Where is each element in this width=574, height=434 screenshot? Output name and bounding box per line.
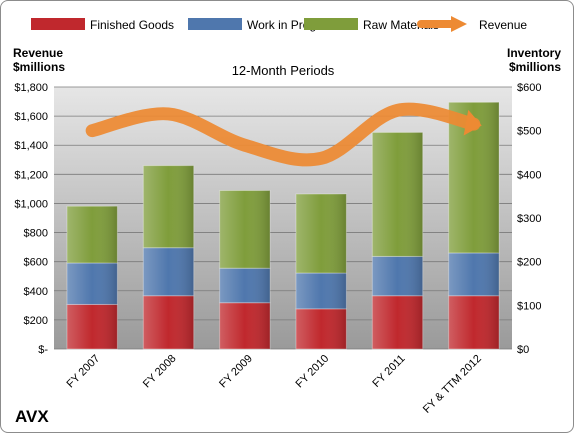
left-axis-ticks: $- $200 $400 $600 $800 $1,000 $1,200 $1,400 $1,6… <box>14 82 48 356</box>
left-tick-label: $1,200 <box>14 169 48 181</box>
right-tick-label: $600 <box>517 82 541 94</box>
legend-label-finished-goods: Finished Goods <box>90 18 174 32</box>
left-tick-label: $- <box>38 344 48 356</box>
legend-swatch-finished-goods <box>31 18 85 30</box>
right-axis-title-line1: Inventory <box>507 46 561 60</box>
bar-shading <box>448 252 500 296</box>
company-label: AVX <box>15 407 49 426</box>
revenue-line-path <box>85 102 481 167</box>
right-axis-title-line2: $millions <box>509 60 561 74</box>
bar-shading <box>219 268 271 303</box>
left-tick-label: $200 <box>24 315 48 327</box>
bar-shading <box>143 165 194 248</box>
x-tick-label: FY 2008 <box>141 353 179 391</box>
left-tick-label: $1,400 <box>14 140 48 152</box>
bar-shading <box>143 247 194 296</box>
bar-shading <box>66 304 118 349</box>
legend-swatch-work-in-progress <box>188 18 242 30</box>
x-axis-ticks: FY 2007 FY 2008 FY 2009 FY 2010 FY 2011 FY & … <box>65 353 484 416</box>
bar-shading <box>295 273 347 309</box>
legend: Finished Goods Work in Progress Raw Mate… <box>31 16 527 32</box>
x-tick-label: FY 2010 <box>294 353 332 391</box>
right-tick-label: $400 <box>517 169 541 181</box>
x-tick-label: FY 2007 <box>65 353 103 391</box>
x-tick-label: FY & TTM 2012 <box>421 353 484 416</box>
x-tick-label: FY 2009 <box>217 353 255 391</box>
chart-title: 12-Month Periods <box>232 63 335 78</box>
left-tick-label: $1,800 <box>14 82 48 94</box>
right-tick-label: $300 <box>517 213 541 225</box>
bar-shading <box>295 308 347 349</box>
bar-shading <box>219 302 271 349</box>
left-tick-label: $800 <box>24 228 48 240</box>
revenue-line-arrowhead <box>463 109 482 136</box>
bar-shading <box>372 256 423 296</box>
left-tick-label: $600 <box>24 257 48 269</box>
bar-shading <box>448 295 500 349</box>
right-tick-label: $100 <box>517 300 541 312</box>
revenue-line <box>85 102 482 167</box>
left-tick-label: $1,600 <box>14 111 48 123</box>
bars <box>66 101 500 350</box>
bar-shading <box>66 206 118 263</box>
left-tick-label: $400 <box>24 286 48 298</box>
left-tick-label: $1,000 <box>14 198 48 210</box>
bar-shading <box>372 132 423 257</box>
left-axis-title-line2: $millions <box>13 60 65 74</box>
legend-swatch-raw-materials <box>304 18 358 30</box>
right-tick-label: $500 <box>517 126 541 138</box>
plot-area <box>54 87 512 349</box>
left-axis-title-line1: Revenue <box>13 46 63 60</box>
bar-shading <box>219 190 271 269</box>
legend-arrowhead-revenue <box>451 16 467 32</box>
bar-shading <box>295 193 347 274</box>
legend-label-revenue: Revenue <box>479 18 527 32</box>
bar-shading <box>66 262 118 305</box>
x-tick-label: FY 2011 <box>370 353 407 390</box>
right-axis-ticks: $0 $100 $200 $300 $400 $500 $600 <box>517 82 541 356</box>
bar-shading <box>143 295 194 349</box>
bar-shading <box>372 295 423 349</box>
right-tick-label: $0 <box>517 344 529 356</box>
right-tick-label: $200 <box>517 257 541 269</box>
